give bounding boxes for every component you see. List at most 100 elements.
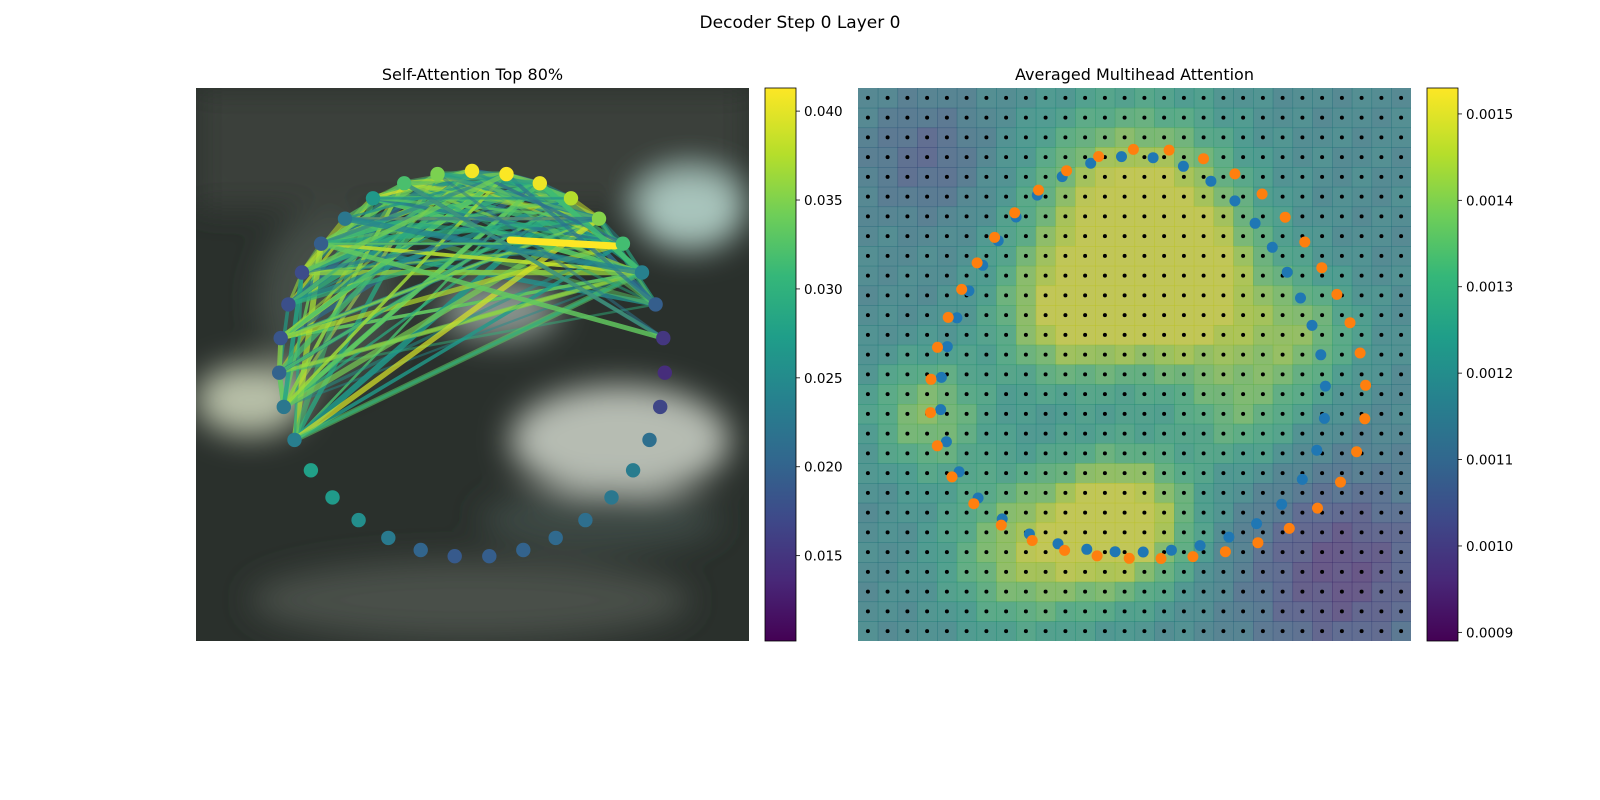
grid-dot — [1162, 490, 1167, 495]
grid-dot — [1023, 155, 1028, 160]
contour-point — [634, 265, 650, 280]
attention-edge — [279, 270, 644, 340]
grid-dot — [1320, 273, 1325, 278]
grid-dot — [865, 451, 870, 456]
grid-dot — [1181, 155, 1186, 160]
overlay-point — [1109, 546, 1121, 558]
overlay-point — [1205, 175, 1217, 187]
grid-dot — [1004, 589, 1009, 594]
grid-dot — [1320, 234, 1325, 239]
colorbar-tick-label: 0.015 — [804, 549, 843, 565]
colorbar-tick-label: 0.0009 — [1466, 625, 1513, 641]
grid-dot — [1221, 332, 1226, 337]
grid-dot — [1023, 589, 1028, 594]
grid-dot — [1063, 214, 1068, 219]
grid-dot — [1023, 234, 1028, 239]
grid-dot — [1023, 273, 1028, 278]
grid-dot — [1300, 550, 1305, 555]
grid-dot — [1339, 589, 1344, 594]
contour-point — [294, 265, 310, 280]
grid-dot — [885, 194, 890, 199]
grid-dot — [1359, 550, 1364, 555]
grid-dot — [1260, 372, 1265, 377]
grid-dot — [1043, 471, 1048, 476]
grid-dot — [1004, 372, 1009, 377]
grid-dot — [1162, 253, 1167, 258]
grid-dot — [1122, 411, 1127, 416]
grid-dot — [1221, 510, 1226, 515]
grid-dot — [1300, 273, 1305, 278]
overlay-point — [1033, 184, 1044, 196]
grid-dot — [1201, 115, 1206, 120]
grid-dot — [964, 253, 969, 258]
grid-dot — [1280, 589, 1285, 594]
grid-dot — [1339, 629, 1344, 634]
grid-dot — [1122, 431, 1127, 436]
grid-dot — [1004, 352, 1009, 357]
grid-dot — [1300, 609, 1305, 614]
grid-dot — [1004, 550, 1009, 555]
grid-dot — [925, 352, 930, 357]
grid-dot — [1043, 372, 1048, 377]
grid-dot — [1201, 352, 1206, 357]
grid-dot — [1142, 155, 1147, 160]
overlay-point — [1229, 168, 1241, 180]
overlay-point — [1198, 153, 1209, 165]
grid-dot — [1399, 313, 1404, 318]
grid-dot — [1320, 372, 1325, 377]
grid-dot — [1241, 293, 1246, 298]
grid-dot — [1043, 490, 1048, 495]
grid-dot — [1221, 253, 1226, 258]
grid-dot — [925, 95, 930, 100]
grid-dot — [1339, 194, 1344, 199]
grid-dot — [1004, 115, 1009, 120]
grid-dot — [1260, 214, 1265, 219]
grid-dot — [1181, 411, 1186, 416]
grid-dot — [1181, 510, 1186, 515]
grid-dot — [1399, 550, 1404, 555]
grid-dot — [1043, 629, 1048, 634]
grid-dot — [1122, 174, 1127, 179]
grid-dot — [885, 174, 890, 179]
grid-dot — [1083, 174, 1088, 179]
grid-dot — [1102, 332, 1107, 337]
right-panel-title: Averaged Multihead Attention — [1015, 65, 1254, 84]
grid-dot — [1102, 293, 1107, 298]
grid-dot — [1260, 332, 1265, 337]
grid-dot — [1300, 451, 1305, 456]
overlay-point — [1360, 379, 1372, 391]
grid-dot — [1102, 194, 1107, 199]
grid-dot — [1083, 313, 1088, 318]
grid-dot — [865, 293, 870, 298]
grid-dot — [1122, 313, 1127, 318]
overlay-point — [1081, 543, 1093, 555]
grid-dot — [1300, 510, 1305, 515]
grid-dot — [885, 609, 890, 614]
overlay-point — [1223, 531, 1235, 543]
grid-dot — [905, 313, 910, 318]
grid-dot — [925, 431, 930, 436]
contour-point — [381, 530, 396, 546]
grid-dot — [1260, 273, 1265, 278]
overlay-point — [1279, 211, 1291, 223]
grid-dot — [1379, 273, 1384, 278]
grid-dot — [1004, 411, 1009, 416]
grid-dot — [885, 273, 890, 278]
grid-dot — [1280, 569, 1285, 574]
grid-dot — [1142, 451, 1147, 456]
grid-dot — [1399, 629, 1404, 634]
grid-dot — [1241, 490, 1246, 495]
grid-dot — [1399, 174, 1404, 179]
grid-dot — [1339, 95, 1344, 100]
overlay-point — [1319, 380, 1331, 392]
grid-dot — [1280, 352, 1285, 357]
grid-dot — [1280, 313, 1285, 318]
attention-edge — [299, 171, 509, 275]
grid-dot — [1320, 569, 1325, 574]
grid-dot — [1122, 569, 1127, 574]
grid-dot — [1181, 194, 1186, 199]
grid-dot — [1181, 95, 1186, 100]
grid-dot — [1181, 550, 1186, 555]
grid-dot — [885, 550, 890, 555]
grid-dot — [1142, 609, 1147, 614]
